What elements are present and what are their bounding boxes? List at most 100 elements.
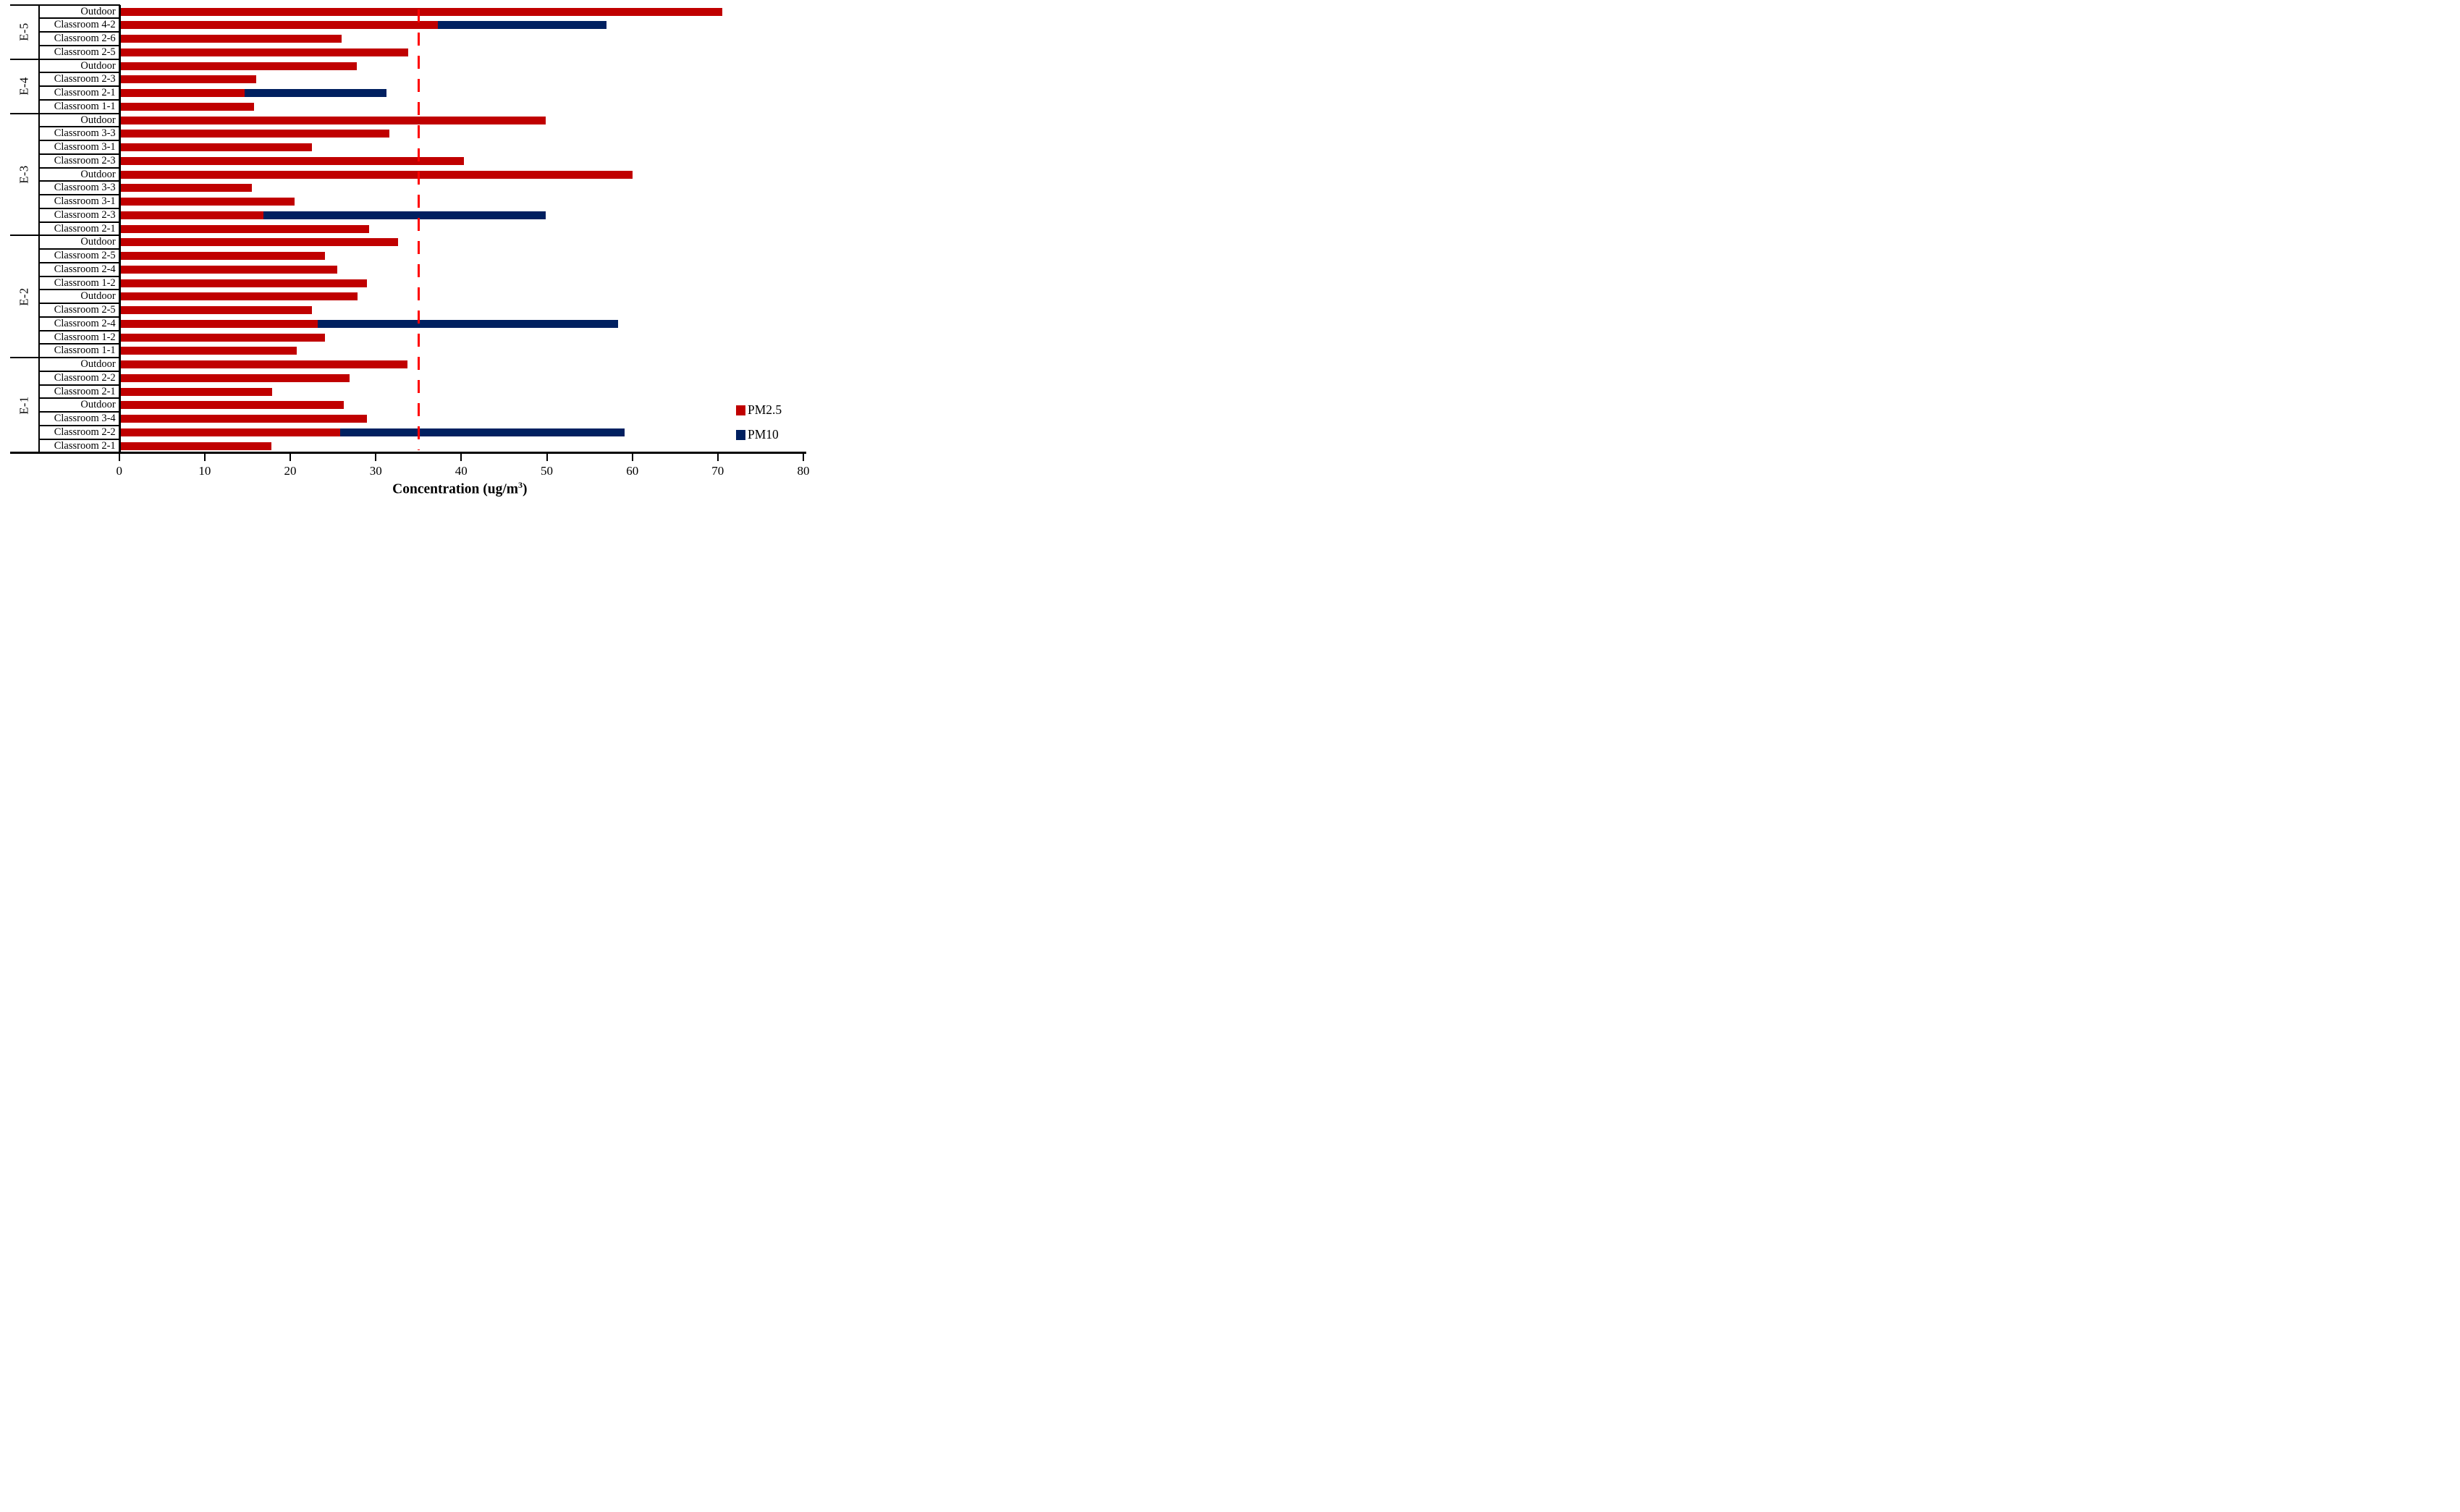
row-separator-line [38,207,120,209]
group-label: E-2 [10,235,38,358]
x-tick-label: 20 [284,464,297,478]
pm25-bar [119,238,398,247]
row-label: Classroom 1-1 [54,100,116,112]
pm25-bar [119,360,407,369]
x-axis-title: Concentration (ug/m3) [392,480,527,498]
row-separator-line [38,370,120,372]
row-label: Outdoor [80,399,116,411]
label-column-divider-line [38,4,41,453]
row-label: Outdoor [80,236,116,248]
pm25-legend-label: PM2.5 [748,402,782,417]
pm10-bar [317,319,618,328]
row-label: Outdoor [80,5,116,17]
pm25-bar [119,333,326,342]
pm10-legend-swatch-icon [736,429,745,440]
x-axis-tick [203,454,206,462]
row-label: Classroom 1-2 [54,331,116,343]
row-separator-line [38,166,120,169]
row-label: Classroom 2-1 [54,222,116,235]
x-axis-tick [631,454,633,462]
row-separator-line [38,424,120,426]
row-label: Outdoor [80,290,116,303]
x-axis-title-superscript: 3 [518,480,523,491]
pm25-bar [119,130,390,138]
pm25-bar [119,184,252,193]
group-separator-line [10,58,120,60]
pm25-bar [119,143,312,152]
pm25-bar [119,319,318,328]
row-label: Classroom 2-3 [54,154,116,166]
x-axis-tick [546,454,548,462]
pm10-bar [438,21,607,30]
group-label-text: E-2 [17,287,31,306]
row-separator-line [38,316,120,318]
pm25-bar [119,265,337,274]
x-axis-line [10,452,806,455]
group-separator-line [10,235,120,237]
row-label: Classroom 3-1 [54,195,116,208]
row-label: Classroom 2-2 [54,426,116,438]
x-tick-label: 50 [541,464,553,478]
x-tick-label: 40 [455,464,468,478]
pm25-bar [119,35,342,43]
x-axis-tick [118,454,120,462]
pm25-bar [119,387,273,396]
row-label: Classroom 1-1 [54,345,116,357]
row-label: Classroom 2-5 [54,304,116,316]
pm25-bar [119,373,350,382]
pm25-bar [119,48,409,56]
row-label: Classroom 3-4 [54,413,116,425]
row-separator-line [38,438,120,440]
x-axis-tick [803,454,804,462]
pm25-bar [119,89,245,98]
row-label: Classroom 2-2 [54,371,116,384]
row-separator-line [38,17,120,20]
guideline-35-dashed-line [417,9,420,451]
row-label: Classroom 2-3 [54,208,116,221]
pm25-bar [119,7,722,16]
group-label: E-4 [10,59,38,114]
row-separator-line [38,329,120,331]
x-tick-label: 80 [797,464,810,478]
pm25-bar [119,292,358,301]
x-tick-label: 30 [369,464,382,478]
row-separator-line [38,153,120,155]
row-label: Outdoor [80,114,116,126]
pm10-bar [263,211,546,219]
group-label: E-5 [10,5,38,59]
row-label: Classroom 2-3 [54,73,116,85]
pm25-bar [119,252,326,261]
row-label: Classroom 2-4 [54,263,116,275]
row-label: Outdoor [80,168,116,180]
row-separator-line [38,194,120,196]
row-label: Classroom 3-3 [54,182,116,194]
row-label: Classroom 2-1 [54,439,116,452]
row-label: Classroom 2-1 [54,87,116,99]
group-separator-line [10,112,120,114]
row-separator-line [38,44,120,46]
pm25-bar [119,442,271,450]
x-tick-label: 0 [116,464,122,478]
row-label: Classroom 3-1 [54,141,116,153]
row-separator-line [38,72,120,74]
row-separator-line [38,303,120,305]
pm25-bar [119,306,312,315]
row-separator-line [38,221,120,223]
pm25-bar [119,211,264,219]
row-separator-line [38,343,120,345]
pm25-bar [119,224,369,233]
row-separator-line [38,289,120,291]
group-label-text: E-3 [17,165,31,184]
pm25-bar [119,102,255,111]
pm10-legend-label: PM10 [748,427,779,442]
group-separator-line [10,4,120,6]
x-axis-tick [460,454,462,462]
pm10-bar [339,428,625,436]
pm25-bar [119,62,358,70]
group-label: E-1 [10,358,38,452]
pm25-bar [119,279,368,287]
group-label: E-3 [10,114,38,236]
group-separator-line [10,357,120,359]
pm25-bar [119,347,297,355]
row-label: Outdoor [80,59,116,72]
